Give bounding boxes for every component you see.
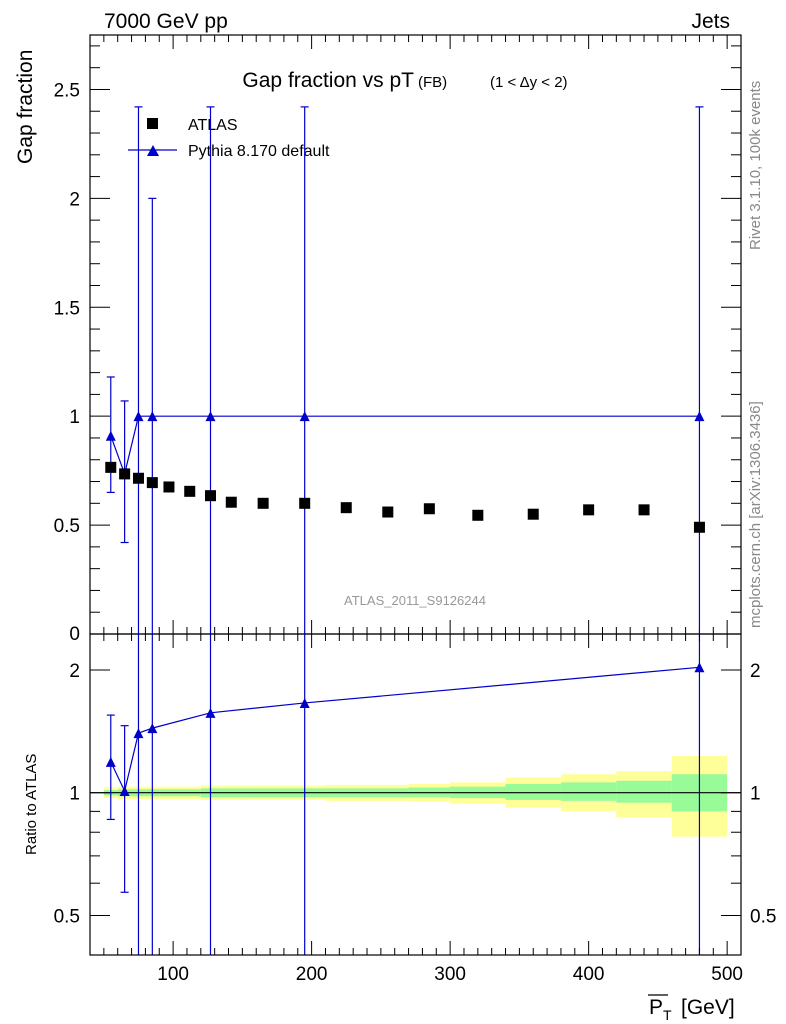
main-data-point (299, 497, 311, 509)
main-y-tick-label: 2.5 (54, 80, 80, 101)
ratio-mc-point (119, 785, 130, 796)
main-mc-point (299, 411, 310, 422)
ratio-band-inner (505, 784, 561, 800)
ratio-y-tick-labels: 0.5 0.5 1 1 2 2 (54, 661, 777, 928)
x-axis-unit: [GeV] (681, 996, 735, 1019)
ratio-mc-point (205, 707, 216, 718)
ratio-band-inner (560, 782, 617, 801)
main-data-point (146, 477, 158, 489)
header-process-label: Jets (691, 10, 730, 33)
main-data-point (382, 506, 394, 518)
ratio-y-tick-label-right: 0.5 (750, 906, 776, 927)
x-axis-subscript: T (663, 1007, 672, 1023)
x-tick-labels: 100 200 300 400 500 (157, 964, 743, 985)
x-tick-label: 400 (573, 964, 605, 985)
ratio-y-tick-label-right: 1 (750, 784, 761, 805)
ratio-y-tick-label-left: 0.5 (54, 906, 80, 927)
main-data-point (257, 497, 269, 509)
ratio-band-inner (616, 780, 672, 803)
main-data-series (105, 461, 705, 533)
rivet-version-label: Rivet 3.1.10, 100k events (747, 81, 764, 250)
main-data-point (132, 472, 144, 484)
ratio-y-tick-label-left: 2 (69, 661, 80, 682)
legend-data-marker (147, 118, 158, 129)
main-mc-point (105, 430, 116, 441)
ratio-mc-line (110, 666, 700, 793)
main-y-tick-label: 1.5 (54, 298, 80, 319)
main-data-point (105, 461, 117, 473)
main-data-point (163, 481, 175, 493)
x-tick-label: 100 (157, 964, 189, 985)
main-y-tick-label: 1 (69, 407, 80, 428)
ratio-y-tick-label-right: 2 (750, 661, 761, 682)
main-data-point (472, 509, 484, 521)
main-mc-point (147, 411, 158, 422)
x-tick-label: 300 (434, 964, 466, 985)
main-y-zero-label: 0 (69, 624, 80, 645)
x-tick-label: 200 (296, 964, 328, 985)
ratio-mc-point (105, 756, 116, 767)
main-mc-series (105, 106, 705, 634)
chart-title-subscript: (FB) (418, 74, 447, 91)
ratio-mc-series (105, 634, 705, 955)
main-y-tick-label: 2 (69, 189, 80, 210)
main-data-point (340, 502, 352, 514)
ratio-mc-point (694, 662, 705, 673)
main-data-point (205, 490, 217, 502)
main-mc-point (133, 411, 144, 422)
chart-title: Gap fraction vs pT (242, 69, 414, 92)
ratio-panel-frame (89, 633, 742, 956)
main-data-point (225, 496, 237, 508)
main-mc-line (110, 415, 700, 476)
ratio-y-tick-label-left: 1 (69, 784, 80, 805)
ratio-y-axis-label: Ratio to ATLAS (23, 754, 40, 855)
ratio-mc-point (147, 723, 158, 734)
main-mc-point (205, 411, 216, 422)
chart-title-range: (1 < Δy < 2) (490, 74, 568, 91)
main-data-point (423, 503, 435, 515)
main-y-axis-label: Gap fraction (14, 50, 37, 164)
main-data-point (119, 468, 131, 480)
main-data-point (693, 521, 705, 533)
legend: ATLAS Pythia 8.170 default (128, 117, 330, 160)
ratio-panel: 0.5 0.5 1 1 2 2 Ratio to ATLAS 100 200 300 400 50… (23, 633, 777, 1023)
main-data-point (583, 504, 595, 516)
header-energy-label: 7000 GeV pp (104, 10, 228, 33)
main-data-point (184, 485, 196, 497)
main-y-tick-label: 0.5 (54, 516, 80, 537)
main-mc-point (694, 411, 705, 422)
legend-mc-marker (147, 145, 159, 156)
main-y-tick-labels: 0.5 1 1.5 2 2.5 0 (54, 80, 80, 645)
x-axis-title: P T [GeV] (648, 994, 735, 1023)
x-axis-symbol: P (649, 996, 663, 1019)
ratio-uncertainty-bands (103, 756, 728, 837)
mcplots-reference-label: mcplots.cern.ch [arXiv:1306.3436] (747, 401, 764, 628)
ratio-mc-point (133, 728, 144, 739)
legend-mc-label: Pythia 8.170 default (188, 143, 330, 160)
ratio-mc-point (299, 697, 310, 708)
analysis-watermark: ATLAS_2011_S9126244 (344, 593, 486, 608)
main-panel: 0.5 1 1.5 2 2.5 0 Gap fraction vs pT (FB) (1 … (14, 34, 742, 645)
main-axis-ticks (90, 35, 741, 635)
main-data-point (638, 504, 650, 516)
legend-data-label: ATLAS (188, 117, 238, 134)
main-data-point (527, 508, 539, 520)
x-tick-label: 500 (711, 964, 743, 985)
ratio-axis-ticks (90, 634, 741, 955)
